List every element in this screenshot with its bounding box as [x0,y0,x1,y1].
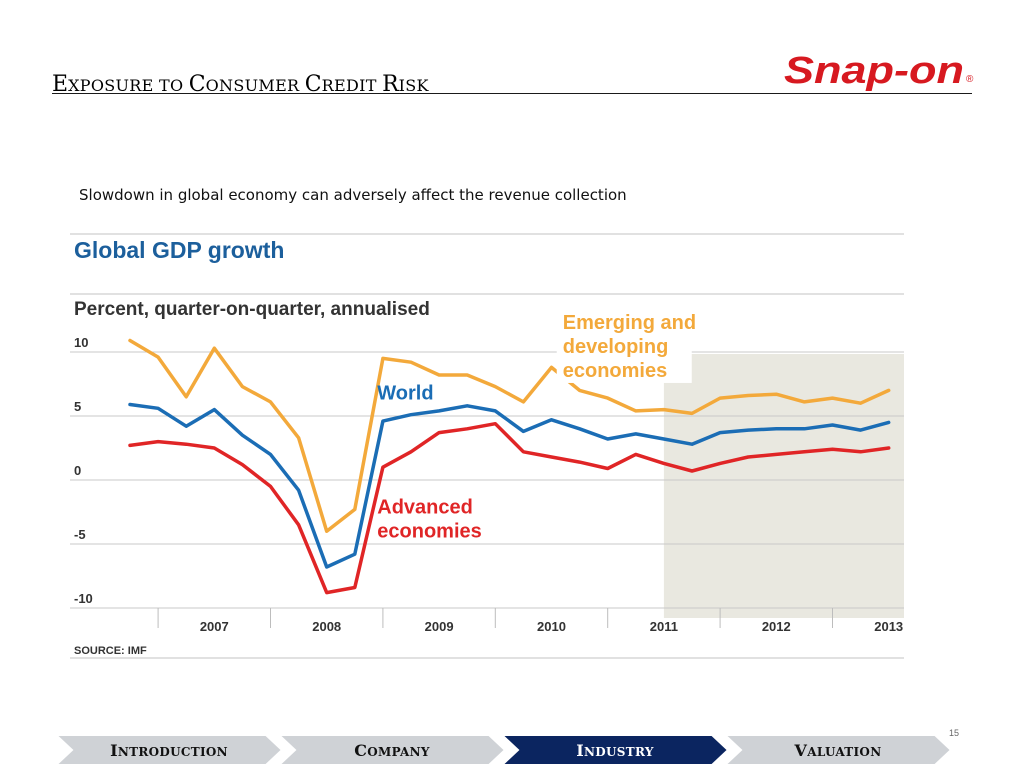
world-line [128,402,891,569]
emerging-line [128,338,891,533]
emerging-label-backdrop [556,306,692,383]
y-tick-label: -5 [74,527,86,542]
chart-source: SOURCE: IMF [74,645,147,657]
title-cap-0: E [52,72,69,97]
chart-title: Global GDP growth [74,237,284,263]
nav-tab-company[interactable]: COMPANY [279,735,505,765]
title-cap-3: R [382,72,399,97]
x-year-label: 2008 [312,619,341,634]
title-underline [52,93,972,94]
y-tick-label: 5 [74,399,81,414]
nav-label-cap: V [794,740,808,760]
y-tick-label: 10 [74,335,88,350]
title-rest-2: REDIT [321,76,383,95]
nav-label-cap: I [110,740,118,760]
nav-chevron-shape [56,735,282,765]
y-tick-label: -10 [74,591,93,606]
nav-chevron-shape [725,735,951,765]
page-number: 15 [949,728,960,738]
x-year-label: 2007 [200,619,229,634]
nav-tab-label: COMPANY [354,741,430,760]
gdp-growth-chart: Global GDP growth Percent, quarter-on-qua… [70,233,904,659]
nav-label-rest: ALUATION [807,744,882,759]
nav-label-cap: C [354,740,368,760]
x-year-label: 2013 [874,619,903,634]
nav-chevron-shape [502,735,728,765]
logo-wordmark: Snap-on [784,50,964,92]
nav-tab-label: INDUSTRY [576,741,654,760]
title-rest-3: ISK [398,76,429,95]
advanced-series-label-line: Advanced [377,496,473,518]
nav-tab-introduction[interactable]: INTRODUCTION [56,735,282,765]
advanced-line [128,421,891,595]
nav-label-rest: OMPANY [367,744,430,759]
x-year-label: 2011 [650,619,678,634]
nav-label-cap: I [576,740,585,760]
nav-label-rest: NTRODUCTION [117,744,228,759]
emerging-series-label-line: economies [563,360,667,382]
nav-tab-industry[interactable]: INDUSTRY [502,735,728,765]
title-rest-1: ONSUMER [205,76,305,95]
x-year-label: 2009 [425,619,454,634]
emerging-series-label-line: Emerging and [563,312,696,334]
slide-subtitle: Slowdown in global economy can adversely… [79,186,627,204]
slide-title: EXPOSURE TO CONSUMER CREDIT RISK [52,64,429,96]
nav-tab-label: INTRODUCTION [110,741,228,760]
advanced-series-label-line: economies [377,520,481,542]
x-year-label: 2010 [537,619,566,634]
section-nav: INTRODUCTION COMPANY INDUSTRY VALUATION [56,735,974,768]
nav-tab-valuation[interactable]: VALUATION [725,735,951,765]
emerging-series-label-line: developing [563,336,669,358]
title-cap-1: C [188,72,206,97]
snap-on-logo: Snap-on ® [784,50,974,92]
chart-subtitle: Percent, quarter-on-quarter, annualised [74,299,430,320]
logo-registered-mark: ® [966,74,974,85]
title-rest-0: XPOSURE TO [68,76,189,95]
title-cap-2: C [304,72,322,97]
world-series-label-line: World [377,382,433,404]
nav-tab-label: VALUATION [795,741,882,760]
x-year-label: 2012 [762,619,791,634]
y-tick-label: 0 [74,463,81,478]
nav-chevron-shape [279,735,505,765]
nav-label-rest: NDUSTRY [584,744,654,759]
forecast-shading [663,354,904,618]
